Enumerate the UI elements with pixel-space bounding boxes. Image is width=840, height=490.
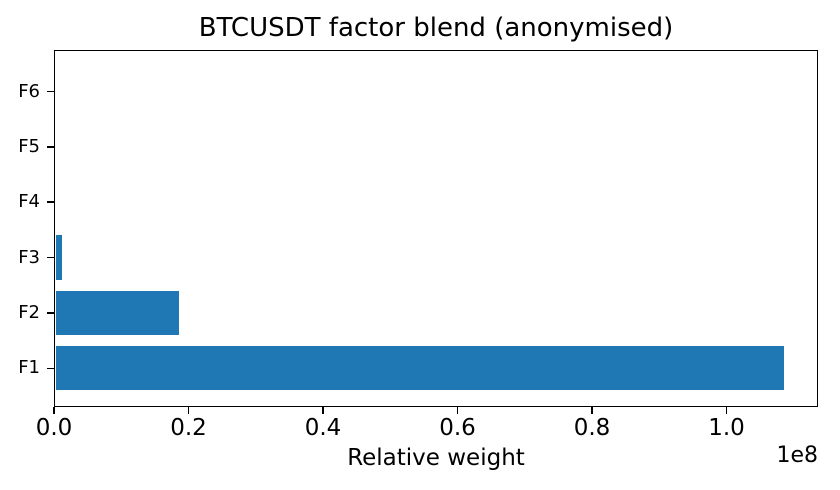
y-tick-mark [47,256,54,259]
y-tick-label: F3 [18,246,40,268]
y-tick-mark [47,90,54,93]
y-tick-label: F6 [18,80,40,102]
chart-title: BTCUSDT factor blend (anonymised) [198,13,674,43]
y-tick-mark [47,312,54,314]
x-tick-mark [591,407,593,414]
y-tick-mark [47,201,54,203]
x-tick-mark [322,407,324,414]
x-tick-mark [187,407,190,414]
x-tick-mark [725,407,728,414]
y-tick-mark [47,146,54,148]
x-axis-label: Relative weight [347,445,525,471]
x-tick-label: 0.8 [573,415,611,441]
x-tick-mark [53,407,55,414]
x-tick-label: 0.2 [170,415,207,441]
x-tick-mark [456,407,459,414]
x-tick-label: 0.0 [35,415,73,441]
y-tick-label: F4 [18,191,40,213]
bar-f3 [55,235,63,280]
x-tick-label: 0.6 [439,415,476,441]
bar-f2 [55,290,179,336]
y-tick-mark [47,367,54,369]
x-axis-offset-label: 1e8 [776,443,818,468]
y-tick-label: F2 [18,301,40,323]
x-tick-label: 1.0 [708,415,745,441]
x-tick-label: 0.4 [304,415,342,441]
y-tick-label: F5 [18,135,40,157]
bar-f1 [55,346,784,391]
y-tick-label: F1 [18,357,40,379]
